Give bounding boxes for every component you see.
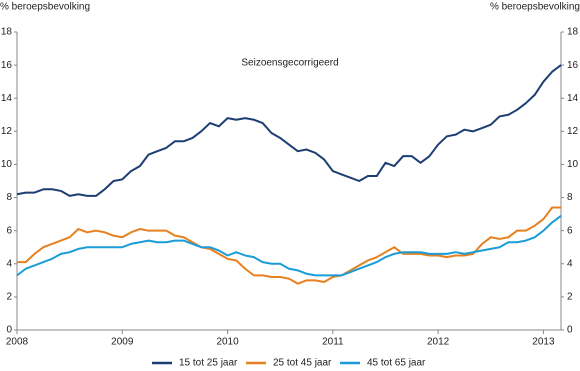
y-tick-label: 12 [1,126,13,137]
legend-label: 25 tot 45 jaar [273,358,332,369]
y2-tick-label: 10 [567,159,579,170]
series-line [16,64,562,197]
y-tick-label: 14 [1,93,13,104]
y-tick-label: 8 [6,192,12,203]
y-tick-label: 0 [6,325,12,336]
y-axis-label: % beroepsbevolking [0,2,90,13]
y-tick-label: 4 [6,258,12,269]
y2-tick-label: 12 [567,126,579,137]
x-tick-label: 2009 [111,337,134,348]
y2-tick-label: 4 [567,258,573,269]
series-line [16,214,562,277]
x-tick-label: 2008 [6,337,29,348]
y2-tick-label: 14 [567,93,579,104]
y2-axis-label: % beroepsbevolking [490,2,580,13]
y-tick-label: 18 [1,27,13,38]
y2-tick-label: 18 [567,27,579,38]
legend-label: 45 tot 65 jaar [367,358,426,369]
y2-tick-label: 2 [567,292,573,303]
y-tick-label: 16 [1,60,13,71]
x-tick-label: 2011 [322,337,344,348]
y2-tick-label: 16 [567,60,579,71]
y2-tick-label: 6 [567,225,573,236]
x-tick-label: 2010 [216,337,239,348]
series-line [17,206,561,285]
y-tick-label: 6 [6,225,12,236]
y2-tick-label: 0 [567,325,573,336]
y-tick-label: 2 [6,292,12,303]
x-tick-label: 2013 [532,337,555,348]
y-tick-label: 10 [1,159,13,170]
legend-label: 15 tot 25 jaar [179,358,238,369]
x-tick-label: 2012 [427,337,450,348]
y2-tick-label: 8 [567,192,573,203]
annotation: Seizoensgecorrigeerd [241,58,338,69]
